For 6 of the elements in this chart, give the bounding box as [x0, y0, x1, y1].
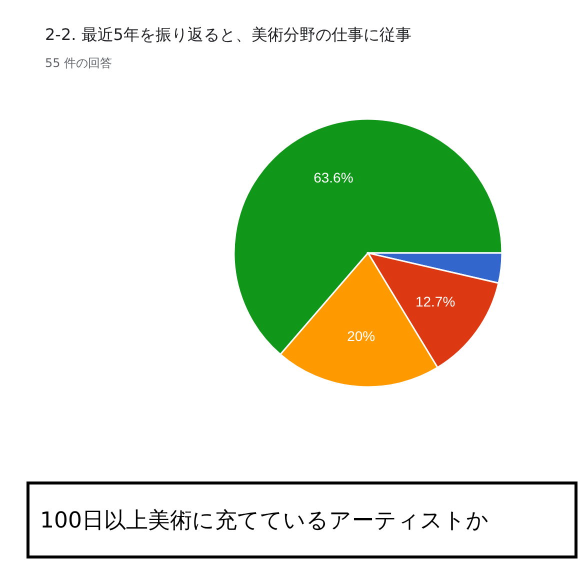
data-label: 63.6%	[314, 169, 354, 186]
data-label: 12.7%	[415, 294, 456, 310]
data-label: 20%	[347, 328, 376, 344]
text: 100日以上美術に充てているアーティストか	[40, 508, 489, 534]
text: 55 件の回答	[45, 56, 112, 70]
chart-title: 2-2. 最近5年を振り返ると、美術分野の仕事に従事	[45, 25, 412, 44]
